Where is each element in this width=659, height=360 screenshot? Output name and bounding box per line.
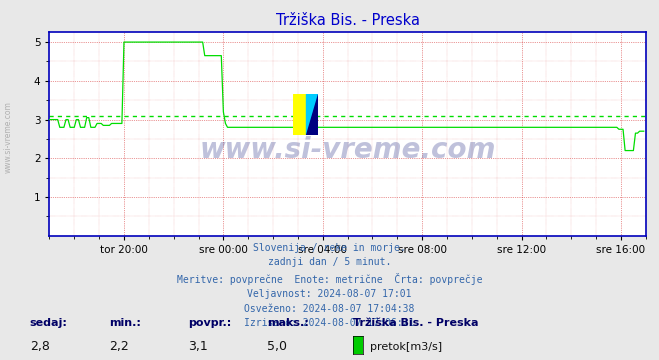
- Text: Tržiška Bis. - Preska: Tržiška Bis. - Preska: [353, 318, 478, 328]
- Bar: [306, 94, 318, 135]
- Text: 2,2: 2,2: [109, 340, 129, 353]
- Text: sedaj:: sedaj:: [30, 318, 67, 328]
- Text: www.si-vreme.com: www.si-vreme.com: [200, 136, 496, 165]
- Text: pretok[m3/s]: pretok[m3/s]: [370, 342, 442, 352]
- Title: Tržiška Bis. - Preska: Tržiška Bis. - Preska: [275, 13, 420, 28]
- Text: www.si-vreme.com: www.si-vreme.com: [4, 101, 13, 173]
- Text: min.:: min.:: [109, 318, 140, 328]
- Text: maks.:: maks.:: [267, 318, 308, 328]
- Text: 5,0: 5,0: [267, 340, 287, 353]
- Text: povpr.:: povpr.:: [188, 318, 231, 328]
- Text: 3,1: 3,1: [188, 340, 208, 353]
- Text: Slovenija / reke in morje.
zadnji dan / 5 minut.
Meritve: povprečne  Enote: metr: Slovenija / reke in morje. zadnji dan / …: [177, 243, 482, 328]
- Text: 2,8: 2,8: [30, 340, 49, 353]
- Polygon shape: [306, 94, 318, 135]
- Bar: [293, 94, 306, 135]
